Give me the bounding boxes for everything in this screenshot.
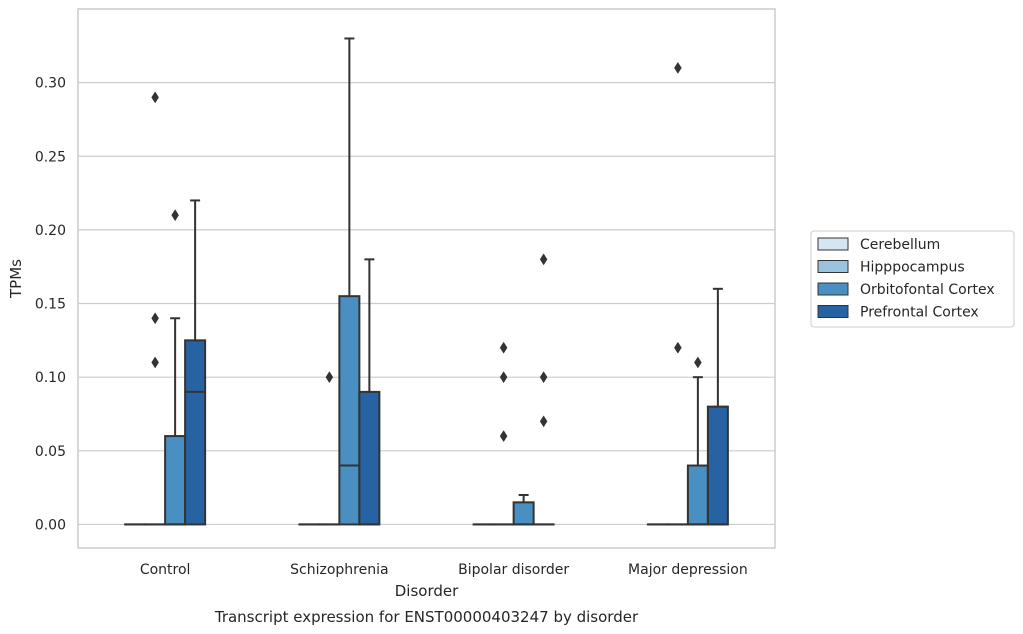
x-tick-label: Bipolar disorder xyxy=(458,562,569,578)
y-axis-title: TPMs xyxy=(7,259,25,299)
outlier-point xyxy=(151,91,159,104)
outlier-point xyxy=(674,341,682,354)
box-group xyxy=(686,356,709,526)
outlier-point xyxy=(151,356,159,369)
x-tick-labels: Control Schizophrenia Bipolar disorder Majo… xyxy=(140,562,748,578)
x-axis-title: Disorder xyxy=(395,582,459,600)
box-group xyxy=(338,37,361,526)
box-rect xyxy=(184,339,207,526)
y-tick-label: 0.00 xyxy=(35,517,66,533)
legend-swatch xyxy=(817,260,849,273)
box-rect xyxy=(706,405,729,526)
box-group xyxy=(532,253,555,526)
outlier-point xyxy=(674,61,682,74)
legend-label: Cerebellum xyxy=(860,237,940,253)
y-tick-label: 0.05 xyxy=(35,444,66,460)
outlier-point xyxy=(151,312,159,325)
outlier-point xyxy=(539,371,548,384)
outlier-point xyxy=(499,430,508,443)
plot-frame xyxy=(77,8,776,549)
outlier-point xyxy=(539,415,548,428)
y-tick-label: 0.10 xyxy=(35,370,66,386)
y-tick-label: 0.15 xyxy=(35,297,66,313)
box-rect xyxy=(512,501,535,526)
box-group xyxy=(318,371,341,526)
outlier-point xyxy=(171,209,179,222)
outlier-point xyxy=(694,356,702,369)
outlier-point xyxy=(499,371,508,384)
box-group xyxy=(184,199,207,526)
legend-frame xyxy=(810,230,1015,328)
legend: Cerebellum Hipppocampus Orbitofontal Corte… xyxy=(810,230,1015,328)
legend-swatch xyxy=(817,237,849,251)
y-tick-label: 0.25 xyxy=(35,149,66,165)
x-tick-label: Major depression xyxy=(628,562,748,578)
box-series xyxy=(124,37,729,526)
outlier-point xyxy=(539,253,548,266)
legend-label: Orbitofontal Cortex xyxy=(860,282,995,298)
box-group xyxy=(144,91,167,526)
outlier-point xyxy=(325,371,334,384)
box-group xyxy=(666,61,689,526)
box-group xyxy=(164,209,187,526)
box-rect xyxy=(338,295,361,526)
box-rect xyxy=(164,435,187,526)
legend-swatch xyxy=(817,282,849,296)
legend-label: Prefrontal Cortex xyxy=(860,305,979,321)
y-tick-label: 0.30 xyxy=(35,76,66,92)
box-rect xyxy=(686,464,709,526)
x-tick-label: Control xyxy=(140,562,191,578)
box-group xyxy=(706,287,729,526)
legend-label: Hipppocampus xyxy=(860,260,965,276)
legend-swatch xyxy=(817,305,849,318)
y-tick-labels: 0.00 0.05 0.10 0.15 0.20 0.25 0.30 xyxy=(35,76,66,534)
box-rect xyxy=(358,390,381,526)
box-group xyxy=(358,258,381,526)
x-tick-label: Schizophrenia xyxy=(290,562,388,578)
box-group xyxy=(492,341,515,526)
outlier-point xyxy=(499,341,508,354)
chart-caption: Transcript expression for ENST0000040324… xyxy=(214,608,639,626)
y-tick-label: 0.20 xyxy=(35,223,66,239)
box-group xyxy=(512,493,535,526)
